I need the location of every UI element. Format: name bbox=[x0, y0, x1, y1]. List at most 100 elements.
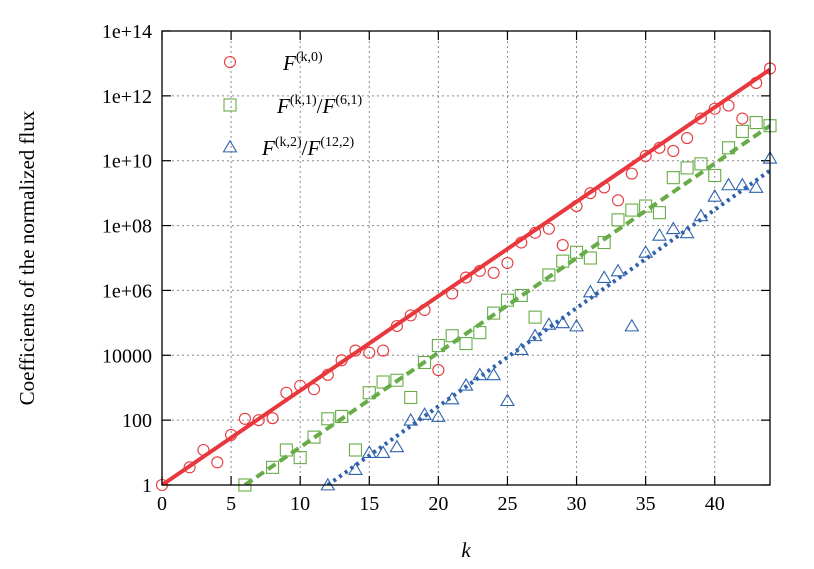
marker-k2 bbox=[430, 409, 446, 422]
marker-k0 bbox=[321, 368, 334, 381]
marker-k0 bbox=[667, 144, 680, 158]
marker-k2 bbox=[596, 270, 612, 283]
marker-k0 bbox=[390, 319, 403, 333]
x-axis-title: k bbox=[461, 538, 471, 562]
x-tick-label: 40 bbox=[705, 493, 725, 515]
marker-k0 bbox=[556, 239, 569, 252]
marker-k2 bbox=[624, 318, 640, 332]
marker-k1 bbox=[500, 293, 515, 307]
marker-k0 bbox=[404, 309, 417, 322]
legend-label-part: / bbox=[317, 94, 323, 118]
marker-k0 bbox=[363, 346, 376, 359]
marker-k2 bbox=[693, 208, 709, 222]
marker-k1 bbox=[625, 203, 639, 217]
marker-k0 bbox=[708, 102, 721, 115]
legend-label-part: F bbox=[282, 51, 296, 75]
marker-k1 bbox=[652, 206, 667, 220]
marker-k2 bbox=[569, 318, 585, 332]
marker-k1 bbox=[431, 338, 445, 353]
marker-k0 bbox=[722, 99, 735, 112]
legend-entry-k1: F(k,1)/F(6,1) bbox=[223, 93, 362, 118]
x-tick-label: 35 bbox=[636, 493, 656, 515]
legend-label-part: F bbox=[307, 136, 321, 160]
legend-marker bbox=[222, 139, 238, 153]
marker-k1 bbox=[556, 254, 570, 268]
y-tick-label: 1e+06 bbox=[102, 280, 152, 302]
marker-k0 bbox=[653, 141, 666, 154]
marker-k1 bbox=[362, 386, 376, 400]
marker-k1 bbox=[404, 390, 418, 405]
marker-k0 bbox=[197, 443, 210, 457]
marker-k2 bbox=[665, 221, 681, 235]
marker-k1 bbox=[390, 373, 404, 387]
marker-k1 bbox=[721, 141, 736, 155]
marker-k0 bbox=[529, 226, 542, 239]
legend-entry-k2: F(k,2)/F(12,2) bbox=[222, 135, 354, 160]
legend-label-part: (k,0) bbox=[296, 50, 323, 65]
marker-k0 bbox=[225, 428, 238, 441]
marker-k0 bbox=[307, 383, 321, 396]
marker-k2 bbox=[748, 180, 764, 193]
marker-k1 bbox=[611, 213, 625, 227]
marker-k2 bbox=[417, 407, 433, 420]
x-tick-label: 25 bbox=[497, 493, 517, 515]
marker-k2 bbox=[513, 342, 529, 356]
x-tick-label: 15 bbox=[359, 493, 379, 515]
marker-k2 bbox=[458, 377, 474, 391]
marker-k2 bbox=[403, 412, 419, 426]
marker-k0 bbox=[459, 271, 473, 284]
fit-lines bbox=[162, 67, 770, 485]
marker-k1 bbox=[583, 251, 597, 265]
marker-k1 bbox=[542, 268, 556, 282]
marker-k1 bbox=[473, 326, 487, 340]
x-tick-label: 5 bbox=[226, 493, 236, 515]
marker-k0 bbox=[515, 236, 528, 249]
marker-k1 bbox=[459, 337, 473, 351]
legend-label-part: F bbox=[276, 94, 290, 118]
marker-k2 bbox=[541, 317, 557, 330]
marker-k1 bbox=[749, 116, 763, 130]
marker-k1 bbox=[694, 157, 708, 171]
marker-k0 bbox=[501, 256, 514, 270]
legend-entry-k0: F(k,0) bbox=[223, 50, 323, 75]
marker-k2 bbox=[361, 445, 377, 458]
legend-marker bbox=[223, 55, 237, 69]
marker-k1 bbox=[708, 168, 722, 183]
legend-label: F(k,0) bbox=[282, 50, 323, 75]
marker-k2 bbox=[347, 462, 363, 475]
marker-k2 bbox=[472, 367, 488, 381]
marker-k0 bbox=[266, 412, 279, 425]
marker-k0 bbox=[238, 412, 251, 425]
x-tick-label: 30 bbox=[567, 493, 587, 515]
marker-k0 bbox=[418, 303, 431, 317]
x-tick-label: 0 bbox=[157, 493, 167, 515]
legend-label-part: F bbox=[322, 94, 336, 118]
legend-label: F(k,1)/F(6,1) bbox=[276, 93, 362, 118]
marker-k2 bbox=[555, 315, 571, 329]
grid-lines bbox=[162, 31, 770, 485]
marker-k2 bbox=[499, 393, 515, 407]
marker-k0 bbox=[639, 149, 652, 163]
y-tick-label: 1 bbox=[142, 475, 152, 497]
y-tick-label: 10000 bbox=[102, 345, 152, 367]
y-tick-label: 100 bbox=[122, 410, 152, 432]
marker-k0 bbox=[349, 344, 362, 357]
legend-label: F(k,2)/F(12,2) bbox=[261, 135, 354, 160]
marker-k1 bbox=[735, 124, 749, 138]
marker-k1 bbox=[376, 375, 390, 389]
marker-k1 bbox=[514, 288, 528, 303]
marker-k1 bbox=[321, 412, 335, 426]
marker-k2 bbox=[734, 177, 750, 191]
marker-k0 bbox=[542, 222, 555, 235]
marker-k1 bbox=[417, 355, 432, 370]
marker-k1 bbox=[528, 310, 542, 324]
marker-k0 bbox=[681, 131, 694, 145]
marker-k0 bbox=[473, 264, 486, 277]
y-tick-label: 1e+08 bbox=[102, 216, 152, 238]
marker-k2 bbox=[679, 225, 695, 239]
marker-k0 bbox=[446, 287, 459, 300]
y-tick-label: 1e+12 bbox=[102, 86, 152, 108]
marker-k1 bbox=[335, 409, 349, 423]
x-tick-label: 20 bbox=[428, 493, 448, 515]
